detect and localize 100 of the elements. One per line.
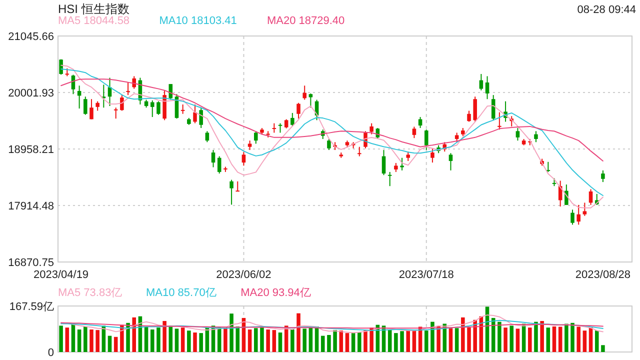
bar	[528, 328, 532, 352]
candlestick	[211, 149, 216, 168]
bar	[448, 328, 453, 352]
bar	[576, 326, 580, 352]
bar	[132, 317, 136, 352]
candlestick	[205, 130, 210, 143]
bar	[126, 322, 130, 352]
bar	[77, 329, 82, 352]
bar	[272, 330, 276, 352]
candlestick	[308, 92, 313, 108]
candlestick	[272, 122, 276, 134]
bar	[180, 328, 185, 352]
candlestick	[467, 110, 471, 122]
chart-title: HSI 恒生指数	[58, 2, 130, 16]
candlestick	[485, 76, 490, 100]
candlestick	[406, 151, 410, 162]
candlestick	[327, 138, 331, 150]
candlestick	[576, 204, 580, 226]
bar	[601, 345, 605, 352]
bar	[436, 326, 440, 352]
bar	[333, 330, 337, 352]
bar	[187, 330, 191, 352]
candlestick	[382, 149, 386, 176]
bar	[96, 330, 100, 352]
y-tick-label: 0	[48, 346, 54, 359]
bar	[248, 329, 252, 352]
candlestick	[120, 94, 124, 112]
candlestick	[448, 152, 453, 171]
candlestick	[84, 96, 88, 116]
bar	[358, 332, 362, 352]
bar	[193, 332, 197, 352]
bar	[296, 313, 300, 352]
candlestick	[358, 146, 362, 157]
candlestick	[412, 126, 416, 139]
bar	[108, 336, 112, 352]
line-series	[60, 320, 604, 331]
candlestick	[588, 188, 593, 206]
bar	[144, 326, 148, 352]
candlestick	[516, 128, 520, 142]
bar	[498, 322, 502, 352]
text: MA10 18103.41	[159, 15, 237, 27]
candlestick	[302, 85, 306, 100]
candlestick	[290, 112, 294, 127]
y-tick-label: 21045.66	[8, 30, 54, 43]
bar	[516, 328, 520, 352]
candlestick	[278, 122, 282, 134]
candlestick	[570, 209, 574, 226]
candlestick	[370, 122, 374, 135]
candlestick	[254, 130, 258, 144]
candlestick	[564, 184, 568, 206]
candlestick	[388, 171, 392, 187]
bar	[564, 324, 568, 352]
bar	[406, 330, 410, 352]
bar	[224, 328, 228, 352]
y-tick-label: 17914.48	[8, 200, 54, 212]
candlestick	[150, 100, 154, 118]
bar	[302, 328, 306, 352]
candlestick	[534, 130, 538, 143]
bar	[65, 328, 70, 352]
x-tick-label: 2023/06/02	[216, 269, 272, 281]
bar	[114, 336, 118, 352]
bar	[546, 328, 550, 352]
bar	[174, 328, 179, 352]
bar	[540, 320, 544, 352]
line-series	[60, 314, 604, 334]
bar	[260, 328, 264, 352]
candlestick	[199, 107, 203, 129]
candlestick	[479, 73, 484, 91]
candlestick	[126, 82, 130, 96]
bar	[351, 333, 356, 352]
y-tick-label: 16870.75	[8, 256, 54, 269]
bar	[345, 333, 350, 352]
candlestick	[400, 157, 404, 171]
bar	[594, 330, 599, 352]
candlestick	[601, 170, 605, 183]
bar	[84, 326, 88, 352]
candlestick	[217, 156, 222, 174]
bar	[510, 326, 514, 352]
bar	[236, 326, 240, 352]
bar	[430, 322, 434, 352]
bar	[90, 329, 94, 352]
x-tick-label: 2023/07/18	[398, 269, 454, 281]
text: MA20 93.94亿	[240, 287, 311, 299]
bar	[504, 328, 508, 352]
bar	[339, 330, 344, 352]
bar	[558, 326, 562, 352]
candlestick	[90, 98, 94, 120]
bar	[308, 328, 313, 352]
bar	[388, 330, 392, 352]
candlestick	[114, 107, 118, 120]
text: MA5 18044.58	[58, 15, 130, 27]
bar	[394, 333, 398, 352]
bar	[552, 326, 556, 352]
text: MA20 18729.40	[267, 15, 345, 27]
text: MA5 73.83亿	[58, 287, 122, 299]
bar	[320, 336, 325, 352]
candlestick	[296, 102, 300, 120]
candlestick	[193, 104, 197, 124]
y-tick-label: 167.59亿	[9, 300, 54, 313]
y-tick-label: 20001.93	[8, 87, 54, 100]
